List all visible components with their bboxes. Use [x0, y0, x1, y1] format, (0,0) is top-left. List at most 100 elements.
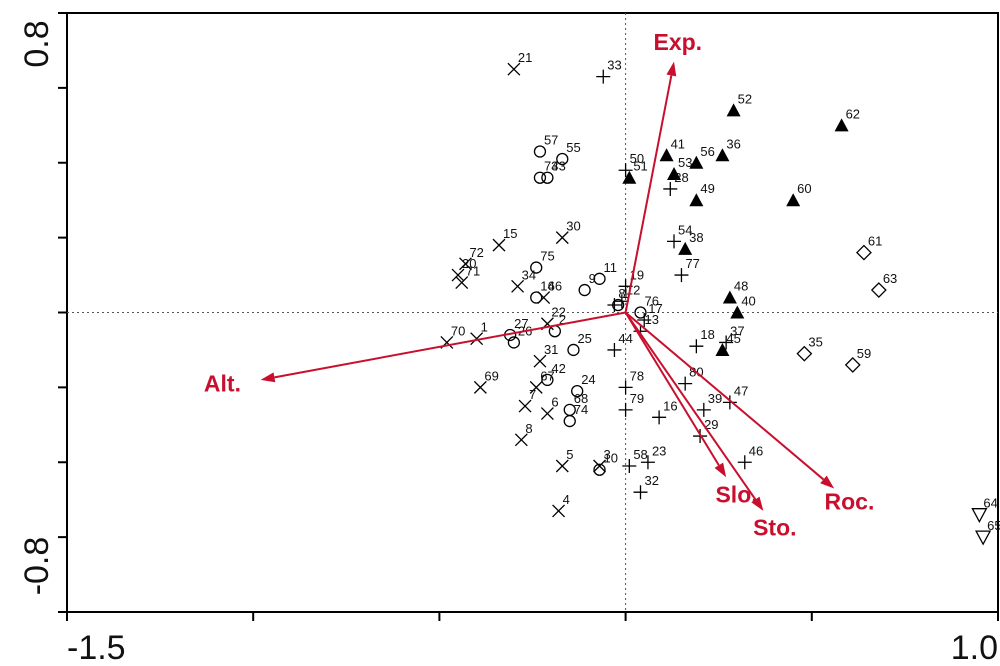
- point-label: 73: [544, 159, 558, 174]
- point-label: 47: [734, 383, 748, 398]
- point-label: 40: [741, 294, 755, 309]
- x-marker: [540, 407, 554, 421]
- point-label: 35: [808, 335, 822, 350]
- point-69-x: 69: [473, 368, 499, 394]
- point-label: 67: [540, 368, 554, 383]
- triangle-marker: [659, 148, 674, 162]
- plot-axes: [58, 12, 999, 621]
- circle-marker: [548, 325, 561, 338]
- point-15-x: 15: [492, 226, 517, 252]
- point-label: 4: [563, 492, 570, 507]
- point-14-circle: 14: [530, 279, 555, 304]
- triangle-marker: [715, 148, 730, 162]
- point-label: 58: [633, 447, 647, 462]
- point-5-x: 5: [555, 447, 574, 473]
- point-label: 51: [633, 159, 647, 174]
- triangle-marker: [722, 290, 737, 304]
- vector-arrowhead: [260, 372, 276, 383]
- circle-marker: [530, 291, 543, 304]
- vector-label: Roc.: [825, 488, 875, 514]
- triangle-down-marker: [971, 508, 988, 524]
- point-label: 9: [589, 271, 596, 286]
- plus-marker: [678, 376, 693, 391]
- point-label: 55: [566, 140, 580, 155]
- x-marker: [555, 459, 569, 473]
- x-marker: [537, 291, 551, 304]
- point-label: 70: [451, 323, 465, 338]
- point-label: 38: [689, 230, 703, 245]
- circle-marker: [530, 261, 543, 274]
- point-51-triangle: 51: [622, 159, 648, 184]
- point-label: 44: [618, 331, 632, 346]
- point-77-plus: 77: [674, 256, 700, 283]
- point-label: 42: [551, 361, 565, 376]
- plus-marker: [689, 339, 704, 354]
- circle-marker: [578, 283, 591, 297]
- circle-marker: [533, 171, 547, 184]
- point-13-plus: 13: [633, 312, 659, 339]
- plus-marker: [652, 410, 667, 425]
- x-marker: [459, 257, 472, 271]
- vector-slo: Slo.: [624, 311, 758, 507]
- vector-label: Exp.: [654, 29, 703, 55]
- point-label: 78: [630, 368, 644, 383]
- x-marker: [514, 433, 528, 447]
- plus-marker: [719, 335, 734, 350]
- point-24-circle: 24: [571, 372, 596, 398]
- point-25-circle: 25: [567, 331, 592, 357]
- point-label: 52: [738, 91, 752, 106]
- point-label: 71: [466, 264, 480, 279]
- point-11-circle: 11: [593, 260, 617, 285]
- vector-line: [274, 311, 626, 379]
- point-67-x: 67: [529, 368, 555, 394]
- point-label: 60: [797, 181, 811, 196]
- point-63-diamond: 63: [870, 271, 897, 298]
- point-41-triangle: 41: [659, 136, 685, 162]
- triangle-down-marker: [975, 530, 992, 546]
- plus-marker: [607, 342, 622, 357]
- plus-marker: [618, 402, 633, 417]
- plus-marker: [640, 455, 655, 470]
- x-marker: [518, 399, 532, 413]
- point-label: 15: [503, 226, 517, 241]
- point-label: 30: [566, 219, 580, 234]
- triangle-marker: [678, 241, 693, 255]
- point-label: 49: [700, 181, 714, 196]
- point-74-circle: 74: [563, 402, 588, 428]
- point-40-triangle: 40: [730, 294, 756, 319]
- point-54-plus: 54: [667, 222, 692, 249]
- plus-marker: [667, 234, 682, 249]
- point-9-circle: 9: [578, 271, 596, 297]
- point-label: 1: [622, 286, 629, 301]
- vector-sto: Sto.: [624, 311, 797, 540]
- plus-marker: [737, 455, 752, 470]
- plus-marker: [618, 380, 633, 395]
- x-marker: [451, 268, 465, 282]
- triangle-marker: [786, 193, 801, 207]
- point-49-triangle: 49: [689, 181, 715, 207]
- diamond-marker: [796, 345, 813, 362]
- triangle-marker: [726, 103, 741, 117]
- vector-line: [624, 75, 673, 313]
- point-label: 21: [518, 50, 532, 65]
- point-72-x: 72: [459, 245, 484, 271]
- point-53-triangle: 53: [667, 155, 692, 180]
- point-62-triangle: 62: [834, 106, 860, 132]
- point-label: 25: [577, 331, 591, 346]
- point-36-triangle: 36: [715, 136, 741, 162]
- point-label: 6: [551, 395, 558, 410]
- point-label: 45: [726, 331, 740, 346]
- x-marker: [455, 276, 469, 290]
- point-label: 33: [607, 58, 621, 73]
- point-label: 8: [618, 286, 625, 301]
- circle-marker: [507, 336, 521, 349]
- plus-marker: [618, 163, 633, 178]
- point-label: 68: [574, 391, 588, 406]
- y-tick-label-max: 0.8: [18, 20, 56, 67]
- circle-marker: [571, 384, 584, 398]
- point-65-triangle-down: 65: [975, 518, 1000, 546]
- point-label: 66: [548, 279, 562, 294]
- point-label: 28: [674, 170, 688, 185]
- plus-marker: [622, 458, 637, 473]
- point-58-plus: 58: [622, 447, 648, 473]
